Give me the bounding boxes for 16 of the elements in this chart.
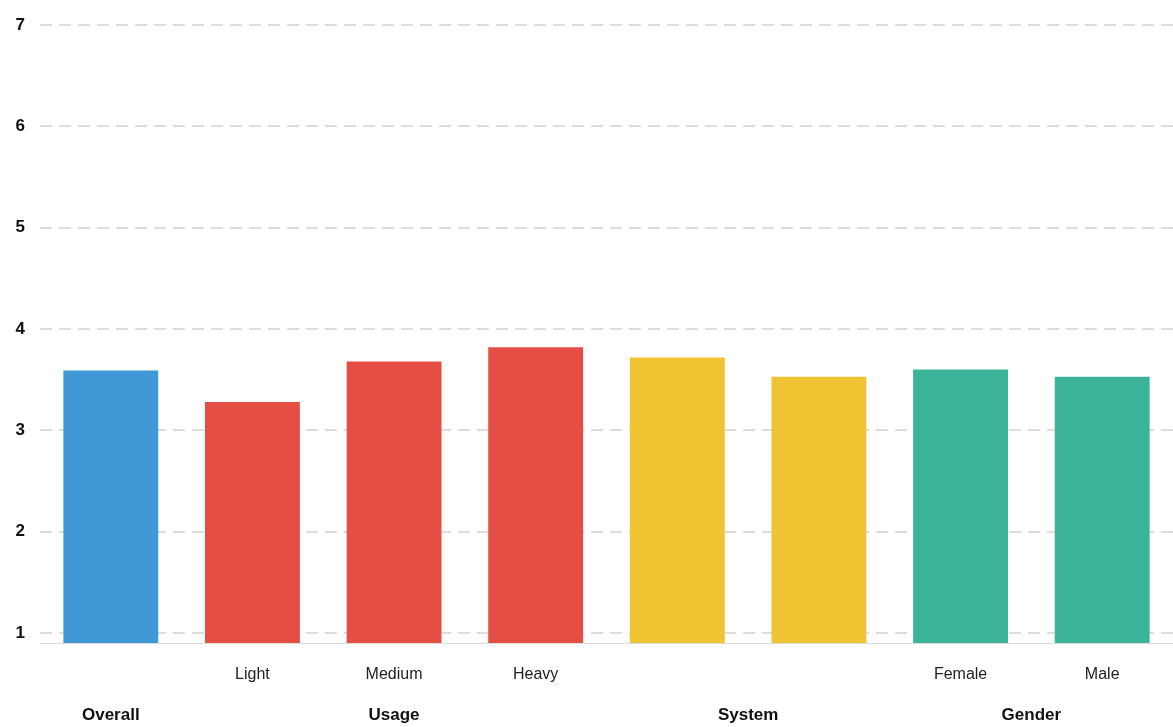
y-tick-label: 1 [15, 622, 25, 642]
y-tick-label: 5 [15, 217, 25, 237]
y-tick-label: 4 [15, 318, 26, 338]
y-tick-label: 6 [15, 116, 25, 136]
x-tick-label: Heavy [513, 665, 559, 683]
series-label: System [717, 704, 779, 724]
x-tick-label: Medium [365, 665, 423, 683]
series-label: Usage [368, 704, 420, 724]
y-tick-label: 7 [15, 14, 25, 34]
x-tick-label: Male [1084, 665, 1120, 683]
x-tick-label: Light [235, 665, 271, 683]
series-label: Overall [81, 704, 140, 724]
series-label: Gender [1001, 704, 1062, 724]
y-tick-label: 2 [15, 521, 25, 541]
x-tick-label: Female [933, 665, 988, 683]
y-tick-label: 3 [15, 420, 25, 439]
